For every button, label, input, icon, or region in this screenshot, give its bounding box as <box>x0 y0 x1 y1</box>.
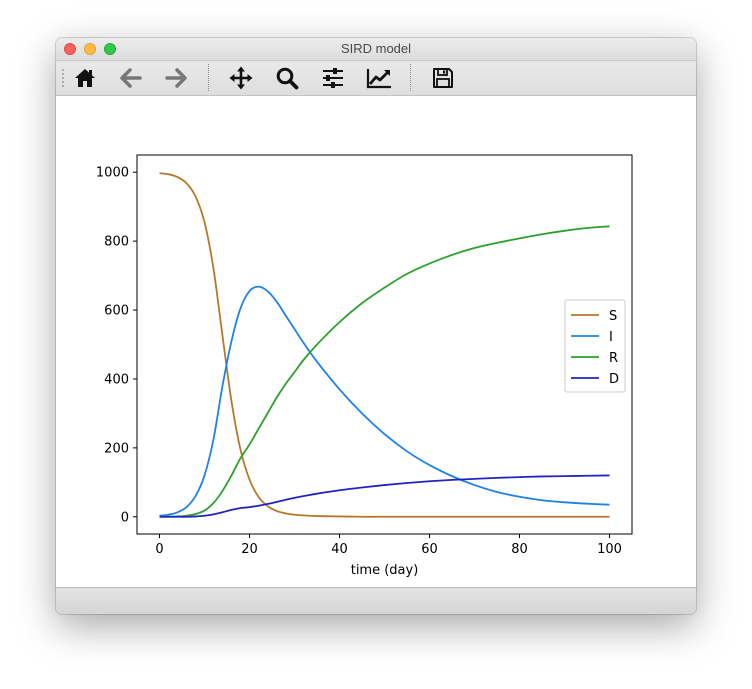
series-line-D <box>159 474 610 518</box>
minimize-window-button[interactable] <box>84 43 96 55</box>
navigation-toolbar <box>56 61 696 96</box>
series-line-I <box>159 285 610 517</box>
y-tick-label: 200 <box>104 441 129 456</box>
sird-line-chart[interactable]: 0 20 40 60 80 100 0 200 400 600 800 1000 time (day… <box>56 96 696 586</box>
axes-frame <box>136 154 633 535</box>
legend: SIRD <box>564 299 626 393</box>
status-bar <box>56 587 696 614</box>
window-title: SIRD model <box>340 41 412 56</box>
back-button[interactable] <box>117 65 145 91</box>
zoom-button[interactable] <box>273 65 301 91</box>
series-line-S <box>159 172 610 518</box>
forward-button[interactable] <box>162 65 190 91</box>
legend-label-I: I <box>609 330 613 345</box>
line-chart-icon <box>366 69 391 89</box>
home-icon <box>75 69 95 87</box>
y-tick-label: 400 <box>104 372 129 387</box>
pan-button[interactable] <box>227 65 255 91</box>
arrow-left-icon <box>120 68 142 88</box>
toolbar-grip[interactable] <box>62 68 64 88</box>
configure-subplots-button[interactable] <box>319 65 347 91</box>
sliders-icon <box>323 68 343 88</box>
y-tick-label: 600 <box>104 304 129 319</box>
x-tick-label: 0 <box>155 542 163 557</box>
close-window-button[interactable] <box>64 43 76 55</box>
x-tick-label: 80 <box>511 542 528 557</box>
x-tick-label: 40 <box>331 542 348 557</box>
x-tick-label: 60 <box>421 542 438 557</box>
save-button[interactable] <box>429 65 457 91</box>
legend-box <box>564 299 626 393</box>
x-tick-label: 20 <box>241 542 258 557</box>
arrow-right-icon <box>165 68 187 88</box>
edit-axis-button[interactable] <box>365 65 393 91</box>
y-tick-label: 1000 <box>96 166 129 181</box>
legend-label-D: D <box>609 372 619 387</box>
legend-label-S: S <box>609 309 617 324</box>
maximize-window-button[interactable] <box>104 43 116 55</box>
series-line-R <box>159 225 610 518</box>
y-tick-label: 800 <box>104 235 129 250</box>
figure-canvas[interactable]: 0 20 40 60 80 100 0 200 400 600 800 1000 time (day… <box>56 96 696 586</box>
y-tick-label: 0 <box>121 510 129 525</box>
magnifier-icon <box>276 67 299 90</box>
title-bar[interactable]: SIRD model <box>56 38 696 61</box>
move-icon <box>229 66 253 90</box>
x-tick-label: 100 <box>597 542 622 557</box>
x-axis-label: time (day) <box>351 563 419 578</box>
floppy-disk-icon <box>433 68 453 88</box>
toolbar-separator <box>410 64 411 92</box>
figure-window: SIRD model <box>56 38 696 614</box>
toolbar-separator <box>208 64 209 92</box>
home-button[interactable] <box>71 65 99 91</box>
legend-label-R: R <box>609 351 618 366</box>
